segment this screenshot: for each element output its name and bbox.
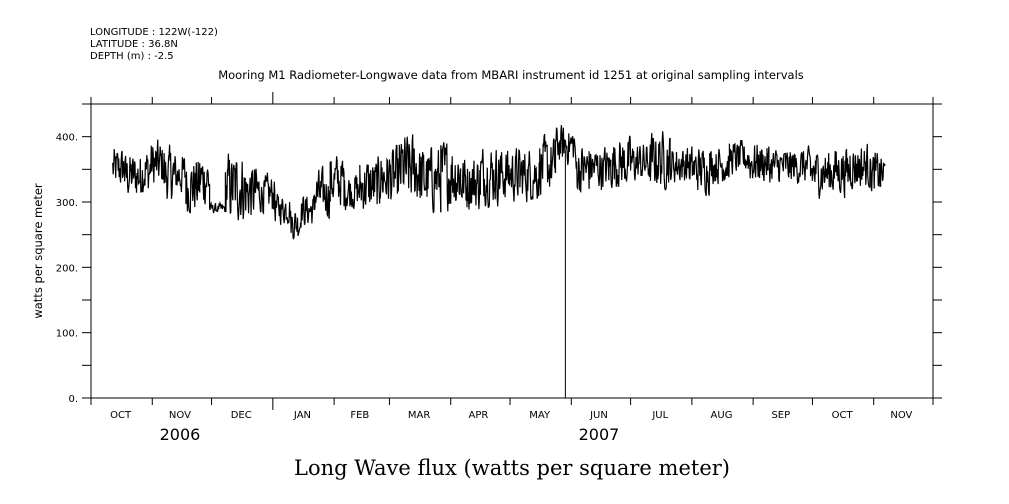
series-line-segment — [629, 144, 651, 181]
plot-frame — [90, 103, 934, 399]
series-line-segment — [123, 155, 141, 193]
x-axis-title: Long Wave flux (watts per square meter) — [294, 456, 730, 480]
series-line-segment — [274, 193, 292, 225]
series-line-segment — [574, 148, 590, 193]
x-year-label: 2006 — [160, 425, 201, 444]
y-tick-label: 0. — [68, 394, 78, 405]
series-line-segment — [199, 163, 210, 205]
series-line-segment — [649, 131, 671, 191]
series-line-segment — [849, 143, 870, 190]
y-tick-label: 400. — [56, 133, 78, 144]
x-month-label: JUN — [589, 410, 608, 421]
series-line-segment — [748, 144, 770, 182]
series-line-segment — [479, 148, 501, 209]
series-line-segment — [163, 144, 175, 199]
x-month-label: NOV — [169, 410, 191, 421]
series-line-segment — [343, 173, 361, 211]
series-line-segment — [689, 146, 711, 196]
series-line-segment — [554, 125, 576, 173]
series-line-segment — [379, 144, 400, 204]
y-tick-label: 200. — [56, 263, 78, 274]
series-line-segment — [709, 149, 730, 185]
x-month-label: OCT — [110, 410, 132, 421]
y-tick-label: 300. — [56, 198, 78, 209]
x-month-label: SEP — [771, 410, 790, 421]
x-month-label: MAR — [408, 410, 430, 421]
latitude-label: LATITUDE : 36.8N — [90, 39, 178, 50]
series-line-segment — [173, 156, 187, 193]
series-line-segment — [290, 210, 302, 240]
series-line-segment — [869, 152, 886, 192]
series-line-segment — [610, 135, 632, 188]
longitude-label: LONGITUDE : 122W(-122) — [90, 27, 218, 38]
series-line-segment — [588, 147, 612, 190]
series-line-segment — [398, 134, 420, 197]
series-group — [112, 125, 886, 398]
x-month-label: AUG — [711, 410, 733, 421]
axes: 0. 100. 200. 300. 400. OCT NOV DEC JAN FEB MAR APR M… — [56, 92, 942, 444]
series-line-segment — [539, 133, 557, 195]
series-line-segment — [139, 155, 151, 193]
series-line-segment — [790, 145, 812, 184]
series-line-segment — [829, 148, 851, 199]
x-month-label: APR — [468, 410, 488, 421]
series-line-segment — [185, 161, 201, 214]
x-month-label: DEC — [231, 410, 252, 421]
series-line-segment — [244, 168, 260, 216]
series-line-segment — [440, 142, 462, 213]
chart-title: Mooring M1 Radiometer-Longwave data from… — [218, 68, 804, 82]
y-tick-label: 100. — [56, 329, 78, 340]
series-line-segment — [460, 159, 481, 210]
series-line-segment — [313, 165, 331, 219]
x-month-label: JUL — [651, 410, 668, 421]
x-month-label: NOV — [890, 410, 912, 421]
series-line-segment — [418, 147, 442, 214]
series-line-segment — [149, 139, 165, 183]
series-line-segment — [299, 195, 315, 228]
series-line-segment — [809, 153, 831, 199]
y-axis-label: watts per square meter — [31, 183, 45, 319]
series-line-segment — [728, 140, 750, 175]
series-line-segment — [258, 172, 276, 215]
series-line-segment — [499, 148, 521, 202]
x-year-label: 2007 — [579, 425, 620, 444]
x-month-label: OCT — [832, 410, 854, 421]
series-line-segment — [768, 146, 792, 183]
x-month-label: FEB — [350, 410, 369, 421]
series-line-segment — [209, 184, 226, 214]
x-month-label: JAN — [293, 410, 311, 421]
series-line-segment — [112, 149, 126, 183]
series-line-segment — [329, 156, 345, 206]
series-line-segment — [669, 138, 691, 183]
series-line-segment — [359, 156, 381, 209]
series-line-segment — [224, 153, 246, 221]
series-line-segment — [519, 151, 541, 203]
depth-label: DEPTH (m) : -2.5 — [90, 51, 174, 62]
x-month-label: MAY — [529, 410, 551, 421]
